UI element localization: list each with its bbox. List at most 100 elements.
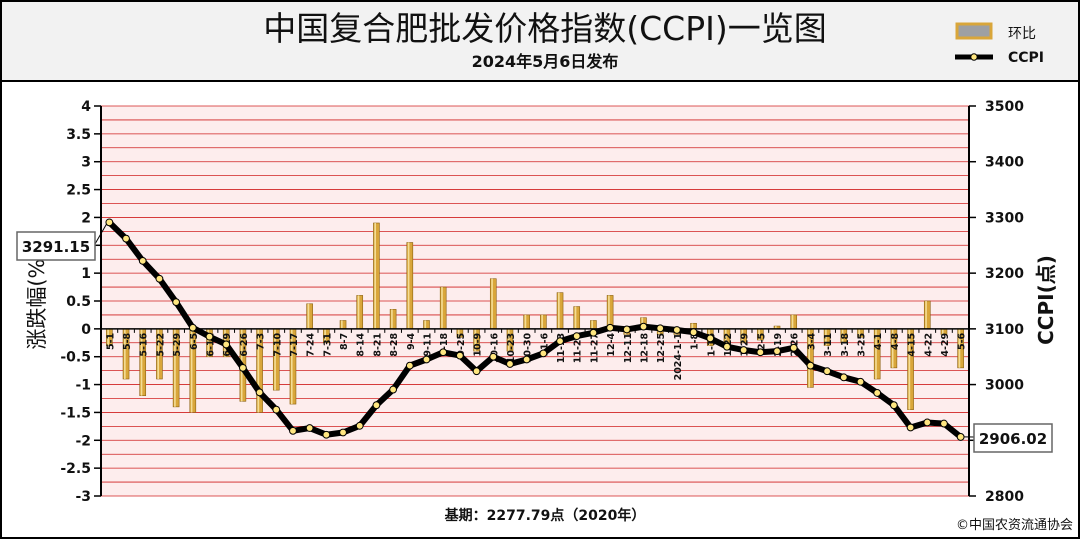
- y-right-tick-label: 3400: [985, 155, 1024, 171]
- ccpi-point: [907, 424, 914, 431]
- ccpi-point: [490, 353, 497, 360]
- ccpi-point: [957, 434, 964, 441]
- x-tick-label: 9-4: [406, 332, 417, 350]
- bar-highlight: [558, 293, 560, 329]
- bar-highlight: [308, 304, 310, 329]
- ccpi-point: [673, 327, 680, 334]
- bar-highlight: [525, 315, 527, 329]
- x-tick-label: 9-11: [423, 333, 434, 357]
- ccpi-point: [456, 352, 463, 359]
- x-tick-label: 3-25: [857, 333, 868, 357]
- y-left-tick-label: -3: [75, 489, 91, 505]
- bar: [424, 321, 430, 329]
- ccpi-point: [724, 343, 731, 350]
- x-tick-label: 5-29: [172, 333, 183, 357]
- bar-highlight: [541, 315, 543, 329]
- x-tick-label: 7-31: [322, 333, 333, 357]
- ccpi-point: [540, 350, 547, 357]
- x-tick-label: 12-18: [640, 332, 651, 363]
- ccpi-point: [807, 362, 814, 369]
- ccpi-point: [824, 368, 831, 375]
- y-left-tick-label: -1: [75, 378, 91, 394]
- legend-line-marker: [971, 54, 977, 60]
- ccpi-point: [707, 335, 714, 342]
- y-left-tick-label: 1: [81, 266, 91, 282]
- ccpi-point: [941, 420, 948, 427]
- ccpi-point: [239, 364, 246, 371]
- y-left-tick-label: -2.5: [60, 461, 91, 477]
- x-tick-label: 4-15: [907, 333, 918, 357]
- bar: [440, 287, 446, 329]
- bar: [390, 309, 396, 329]
- bar-highlight: [441, 287, 443, 329]
- bar: [373, 223, 379, 329]
- bar: [924, 301, 930, 329]
- x-tick-label: 11-27: [589, 333, 600, 363]
- x-tick-label: 2-5: [756, 333, 767, 350]
- x-tick-label: 5-16: [139, 332, 150, 356]
- y-left-tick-label: -2: [75, 433, 91, 449]
- ccpi-point: [840, 374, 847, 381]
- bar-highlight: [341, 321, 343, 329]
- ccpi-point: [290, 427, 297, 434]
- y-right-tick-label: 3300: [985, 210, 1024, 226]
- ccpi-point: [156, 275, 163, 282]
- y-left-tick-label: 2.5: [66, 183, 91, 199]
- x-tick-label: 5-22: [155, 333, 166, 357]
- ccpi-point: [373, 402, 380, 409]
- y-left-tick-label: 0: [81, 322, 91, 338]
- ccpi-point: [507, 361, 514, 368]
- ccpi-point: [223, 341, 230, 348]
- x-tick-label: 12-25: [656, 333, 667, 363]
- x-tick-label: 10-9: [473, 333, 484, 357]
- ccpi-point: [173, 299, 180, 306]
- x-tick-label: 7-24: [306, 332, 317, 356]
- annotation-first-value: 3291.15: [22, 238, 90, 256]
- y-right-tick-label: 3000: [985, 378, 1024, 394]
- ccpi-point: [757, 349, 764, 356]
- copyright-note: ©中国农资流通协会: [956, 518, 1073, 533]
- y-left-tick-label: -1.5: [60, 405, 91, 421]
- bar-highlight: [925, 301, 927, 329]
- bar: [407, 243, 413, 329]
- x-tick-label: 7-10: [272, 332, 283, 356]
- x-tick-label: 7-3: [256, 333, 267, 350]
- y-right-tick-label: 3100: [985, 322, 1024, 338]
- x-tick-label: 4-8: [890, 332, 901, 350]
- bar-highlight: [692, 323, 694, 329]
- y-left-tick-label: 3.5: [66, 127, 91, 143]
- x-tick-label: 6-26: [239, 332, 250, 356]
- y-axis-right-label: CCPI(点): [1034, 255, 1058, 345]
- y-right-tick-label: 3500: [985, 99, 1024, 115]
- bar: [307, 304, 313, 329]
- bar-highlight: [792, 315, 794, 329]
- ccpi-point: [740, 347, 747, 354]
- x-tick-label: 4-22: [923, 333, 934, 357]
- bar: [557, 293, 563, 329]
- ccpi-point: [557, 338, 564, 345]
- ccpi-point: [440, 349, 447, 356]
- bar-highlight: [591, 321, 593, 329]
- legend-bar-swatch: [957, 24, 991, 38]
- ccpi-point: [857, 378, 864, 385]
- y-left-tick-label: 2: [81, 210, 91, 226]
- x-tick-label: 12-11: [623, 333, 634, 363]
- bar-highlight: [358, 295, 360, 328]
- x-tick-label: 2024-1-1: [673, 333, 684, 381]
- ccpi-point: [924, 419, 931, 426]
- x-tick-label: 7-17: [289, 333, 300, 357]
- bar-highlight: [425, 321, 427, 329]
- chart-subtitle: 2024年5月6日发布: [472, 52, 619, 71]
- ccpi-point: [473, 368, 480, 375]
- ccpi-point: [607, 324, 614, 331]
- ccpi-point: [273, 406, 280, 413]
- ccpi-point: [640, 323, 647, 330]
- x-tick-label: 8-21: [372, 333, 383, 357]
- ccpi-point: [123, 235, 130, 242]
- bar-highlight: [491, 279, 493, 329]
- legend-label-line: CCPI: [1008, 50, 1044, 66]
- ccpi-point: [106, 219, 113, 226]
- x-tick-label: 8-7: [339, 333, 350, 350]
- x-tick-label: 8-28: [389, 332, 400, 356]
- x-tick-label: 3-18: [840, 332, 851, 356]
